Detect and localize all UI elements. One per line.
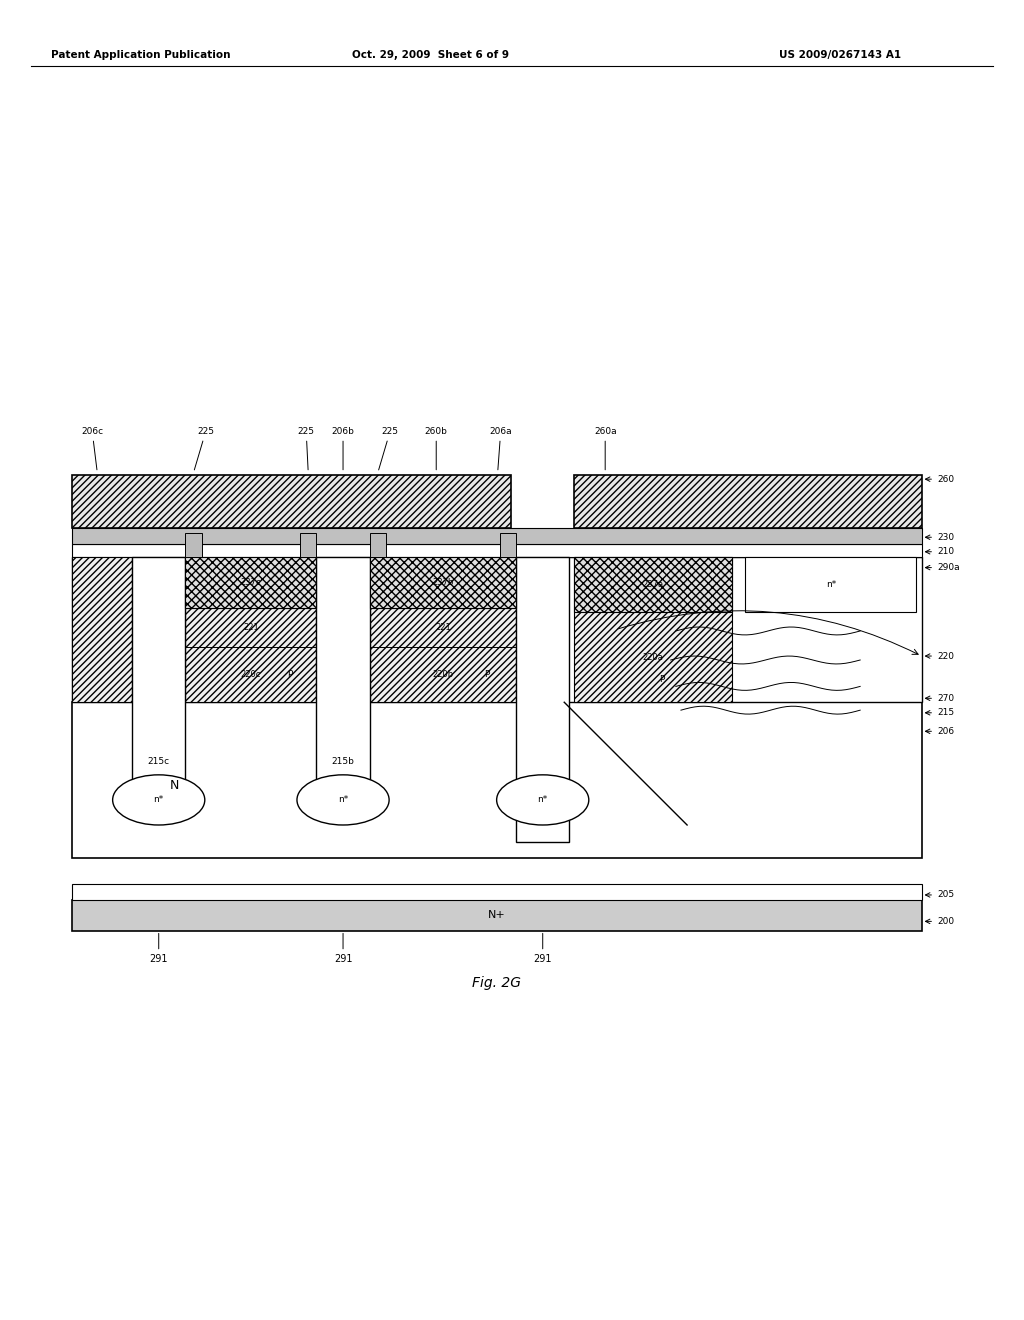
Text: 260a: 260a bbox=[594, 426, 616, 470]
Text: P: P bbox=[484, 671, 489, 680]
Text: N: N bbox=[169, 779, 179, 792]
Bar bbox=[316, 557, 370, 785]
Text: 237c: 237c bbox=[241, 578, 261, 587]
Ellipse shape bbox=[497, 775, 589, 825]
Bar bbox=[300, 533, 316, 557]
Text: 237b: 237b bbox=[432, 578, 454, 587]
Text: 206b: 206b bbox=[332, 426, 354, 470]
Text: n*: n* bbox=[825, 579, 837, 589]
Text: 221: 221 bbox=[435, 623, 451, 632]
Bar bbox=[72, 884, 922, 900]
Text: n*: n* bbox=[538, 796, 548, 804]
Text: 221: 221 bbox=[243, 623, 259, 632]
Bar bbox=[72, 557, 132, 702]
Text: Fig. 2G: Fig. 2G bbox=[472, 977, 521, 990]
Text: 225: 225 bbox=[195, 426, 214, 470]
Bar bbox=[370, 557, 516, 607]
Text: 215: 215 bbox=[926, 709, 954, 717]
Text: 220c: 220c bbox=[241, 671, 261, 680]
Bar bbox=[72, 900, 922, 931]
Ellipse shape bbox=[297, 775, 389, 825]
Text: 215c: 215c bbox=[147, 758, 170, 766]
Text: US 2009/0267143 A1: US 2009/0267143 A1 bbox=[778, 50, 901, 61]
Text: n*: n* bbox=[154, 796, 164, 804]
Bar bbox=[132, 557, 185, 785]
Text: 206: 206 bbox=[926, 727, 954, 735]
Text: 260b: 260b bbox=[425, 426, 447, 470]
Text: Oct. 29, 2009  Sheet 6 of 9: Oct. 29, 2009 Sheet 6 of 9 bbox=[351, 50, 509, 61]
Text: 200: 200 bbox=[926, 917, 954, 925]
Text: 225: 225 bbox=[379, 426, 398, 470]
Bar bbox=[72, 702, 922, 858]
Bar bbox=[72, 544, 922, 557]
Bar bbox=[574, 557, 732, 702]
Text: 206c: 206c bbox=[81, 426, 103, 470]
Text: Patent Application Publication: Patent Application Publication bbox=[51, 50, 230, 61]
Ellipse shape bbox=[113, 775, 205, 825]
Text: 291: 291 bbox=[150, 933, 168, 965]
Text: 291: 291 bbox=[534, 933, 552, 965]
Text: 210: 210 bbox=[926, 548, 954, 556]
Text: 225: 225 bbox=[298, 426, 314, 470]
Bar bbox=[72, 557, 922, 702]
Bar bbox=[574, 557, 732, 612]
Bar bbox=[72, 475, 511, 528]
Text: 220: 220 bbox=[926, 652, 954, 660]
Text: 215b: 215b bbox=[332, 758, 354, 766]
Text: P: P bbox=[658, 676, 664, 684]
Bar bbox=[574, 475, 922, 528]
Bar bbox=[516, 557, 569, 842]
Text: 215a: 215a bbox=[531, 814, 554, 822]
Text: n*: n* bbox=[338, 796, 348, 804]
Bar bbox=[500, 533, 516, 557]
Bar bbox=[185, 557, 316, 607]
Text: 220b: 220b bbox=[432, 671, 454, 680]
Text: 290a: 290a bbox=[926, 564, 959, 572]
Text: 205: 205 bbox=[926, 891, 954, 899]
Text: 237a: 237a bbox=[643, 579, 664, 589]
Text: 270: 270 bbox=[926, 694, 954, 702]
Bar bbox=[185, 609, 316, 702]
Text: 206a: 206a bbox=[489, 426, 512, 470]
Text: N+: N+ bbox=[487, 911, 506, 920]
Text: P: P bbox=[288, 671, 293, 680]
Text: 260: 260 bbox=[926, 475, 954, 483]
Bar bbox=[72, 528, 922, 544]
Bar bbox=[370, 609, 516, 702]
Bar bbox=[745, 557, 916, 612]
Text: 220a: 220a bbox=[643, 652, 664, 661]
Text: 230: 230 bbox=[926, 533, 954, 541]
Bar bbox=[185, 533, 202, 557]
Text: 291: 291 bbox=[334, 933, 352, 965]
Bar bbox=[370, 533, 386, 557]
